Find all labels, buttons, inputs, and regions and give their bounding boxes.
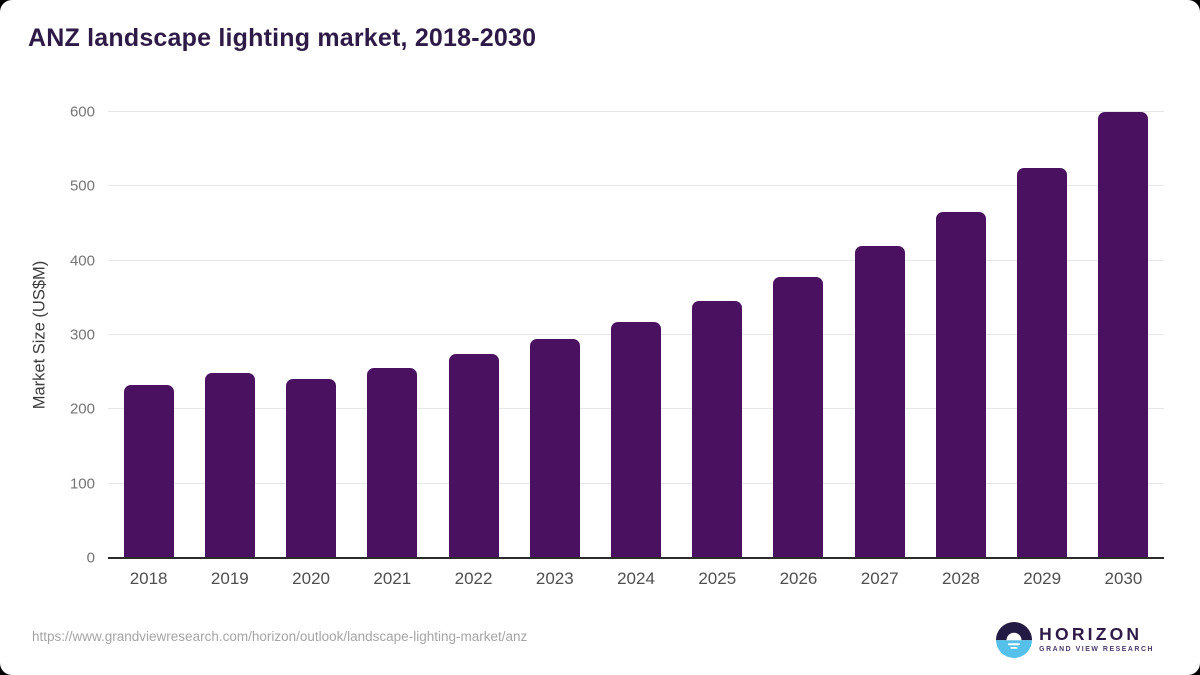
bar-2029	[1017, 167, 1068, 558]
bar-slot-2027: 2027	[839, 112, 920, 588]
bar-slot-2030: 2030	[1083, 112, 1164, 588]
x-tick-label-2024: 2024	[617, 569, 655, 588]
x-tick-label-2027: 2027	[860, 569, 899, 588]
gridline-500	[108, 185, 1164, 187]
chart-title: ANZ landscape lighting market, 2018-2030	[28, 24, 537, 52]
bar-slot-2020: 2020	[270, 112, 351, 588]
y-tick-label-200: 200	[69, 400, 95, 418]
y-tick-label-500: 500	[69, 177, 95, 195]
bar-2022	[448, 353, 499, 558]
source-url: https://www.grandviewresearch.com/horizo…	[32, 629, 528, 644]
bar-2025	[692, 300, 743, 558]
bar-slot-2021: 2021	[352, 112, 433, 588]
bar-slot-2022: 2022	[433, 112, 514, 588]
bar-slot-2023: 2023	[514, 112, 595, 588]
bar-2021	[367, 367, 418, 558]
gridline-400	[108, 259, 1164, 261]
brand-subtitle: GRAND VIEW RESEARCH	[1039, 645, 1154, 653]
bar-2027	[854, 245, 905, 558]
bar-slot-2026: 2026	[758, 112, 839, 588]
x-tick-label-2021: 2021	[373, 569, 412, 588]
bar-2026	[773, 277, 824, 558]
bar-2020	[286, 378, 337, 558]
bar-2028	[935, 211, 986, 558]
x-tick-label-2030: 2030	[1104, 569, 1143, 588]
bar-slot-2024: 2024	[595, 112, 676, 588]
bar-2023	[529, 338, 580, 558]
x-tick-label-2019: 2019	[210, 569, 249, 588]
x-tick-label-2023: 2023	[535, 569, 574, 588]
y-tick-label-0: 0	[86, 549, 95, 567]
bar-slot-2019: 2019	[189, 112, 270, 588]
x-tick-label-2020: 2020	[292, 569, 330, 588]
y-tick-label-600: 600	[69, 103, 95, 121]
bar-2019	[204, 372, 255, 558]
x-tick-label-2018: 2018	[129, 569, 168, 588]
x-tick-label-2022: 2022	[454, 569, 493, 588]
bar-2018	[123, 384, 174, 558]
horizon-logo: HORIZON GRAND VIEW RESEARCH	[996, 622, 1154, 658]
x-axis-baseline	[108, 557, 1164, 559]
plot-area: 2018 2019 2020 2021 2022 2023 2024 2025 2026 2027…	[70, 105, 1164, 588]
bar-2030	[1098, 112, 1149, 558]
x-tick-label-2026: 2026	[779, 569, 818, 588]
gridline-600	[108, 111, 1164, 112]
y-tick-label-100: 100	[69, 475, 95, 493]
brand-name: HORIZON	[1039, 624, 1143, 645]
x-tick-label-2028: 2028	[942, 569, 980, 588]
bar-slot-2018: 2018	[108, 112, 189, 588]
y-tick-label-300: 300	[69, 326, 95, 344]
bar-slot-2029: 2029	[1002, 112, 1083, 588]
y-tick-label-400: 400	[69, 252, 95, 270]
bar-slot-2025: 2025	[677, 112, 758, 588]
bar-2024	[611, 321, 662, 558]
bars-container: 2018 2019 2020 2021 2022 2023 2024 2025 2026 2027…	[108, 112, 1164, 588]
x-tick-label-2029: 2029	[1023, 569, 1062, 588]
horizon-logo-icon	[996, 622, 1033, 658]
x-tick-label-2025: 2025	[698, 569, 737, 588]
bar-slot-2028: 2028	[920, 112, 1001, 588]
brand-text-block: HORIZON GRAND VIEW RESEARCH	[1039, 626, 1154, 653]
